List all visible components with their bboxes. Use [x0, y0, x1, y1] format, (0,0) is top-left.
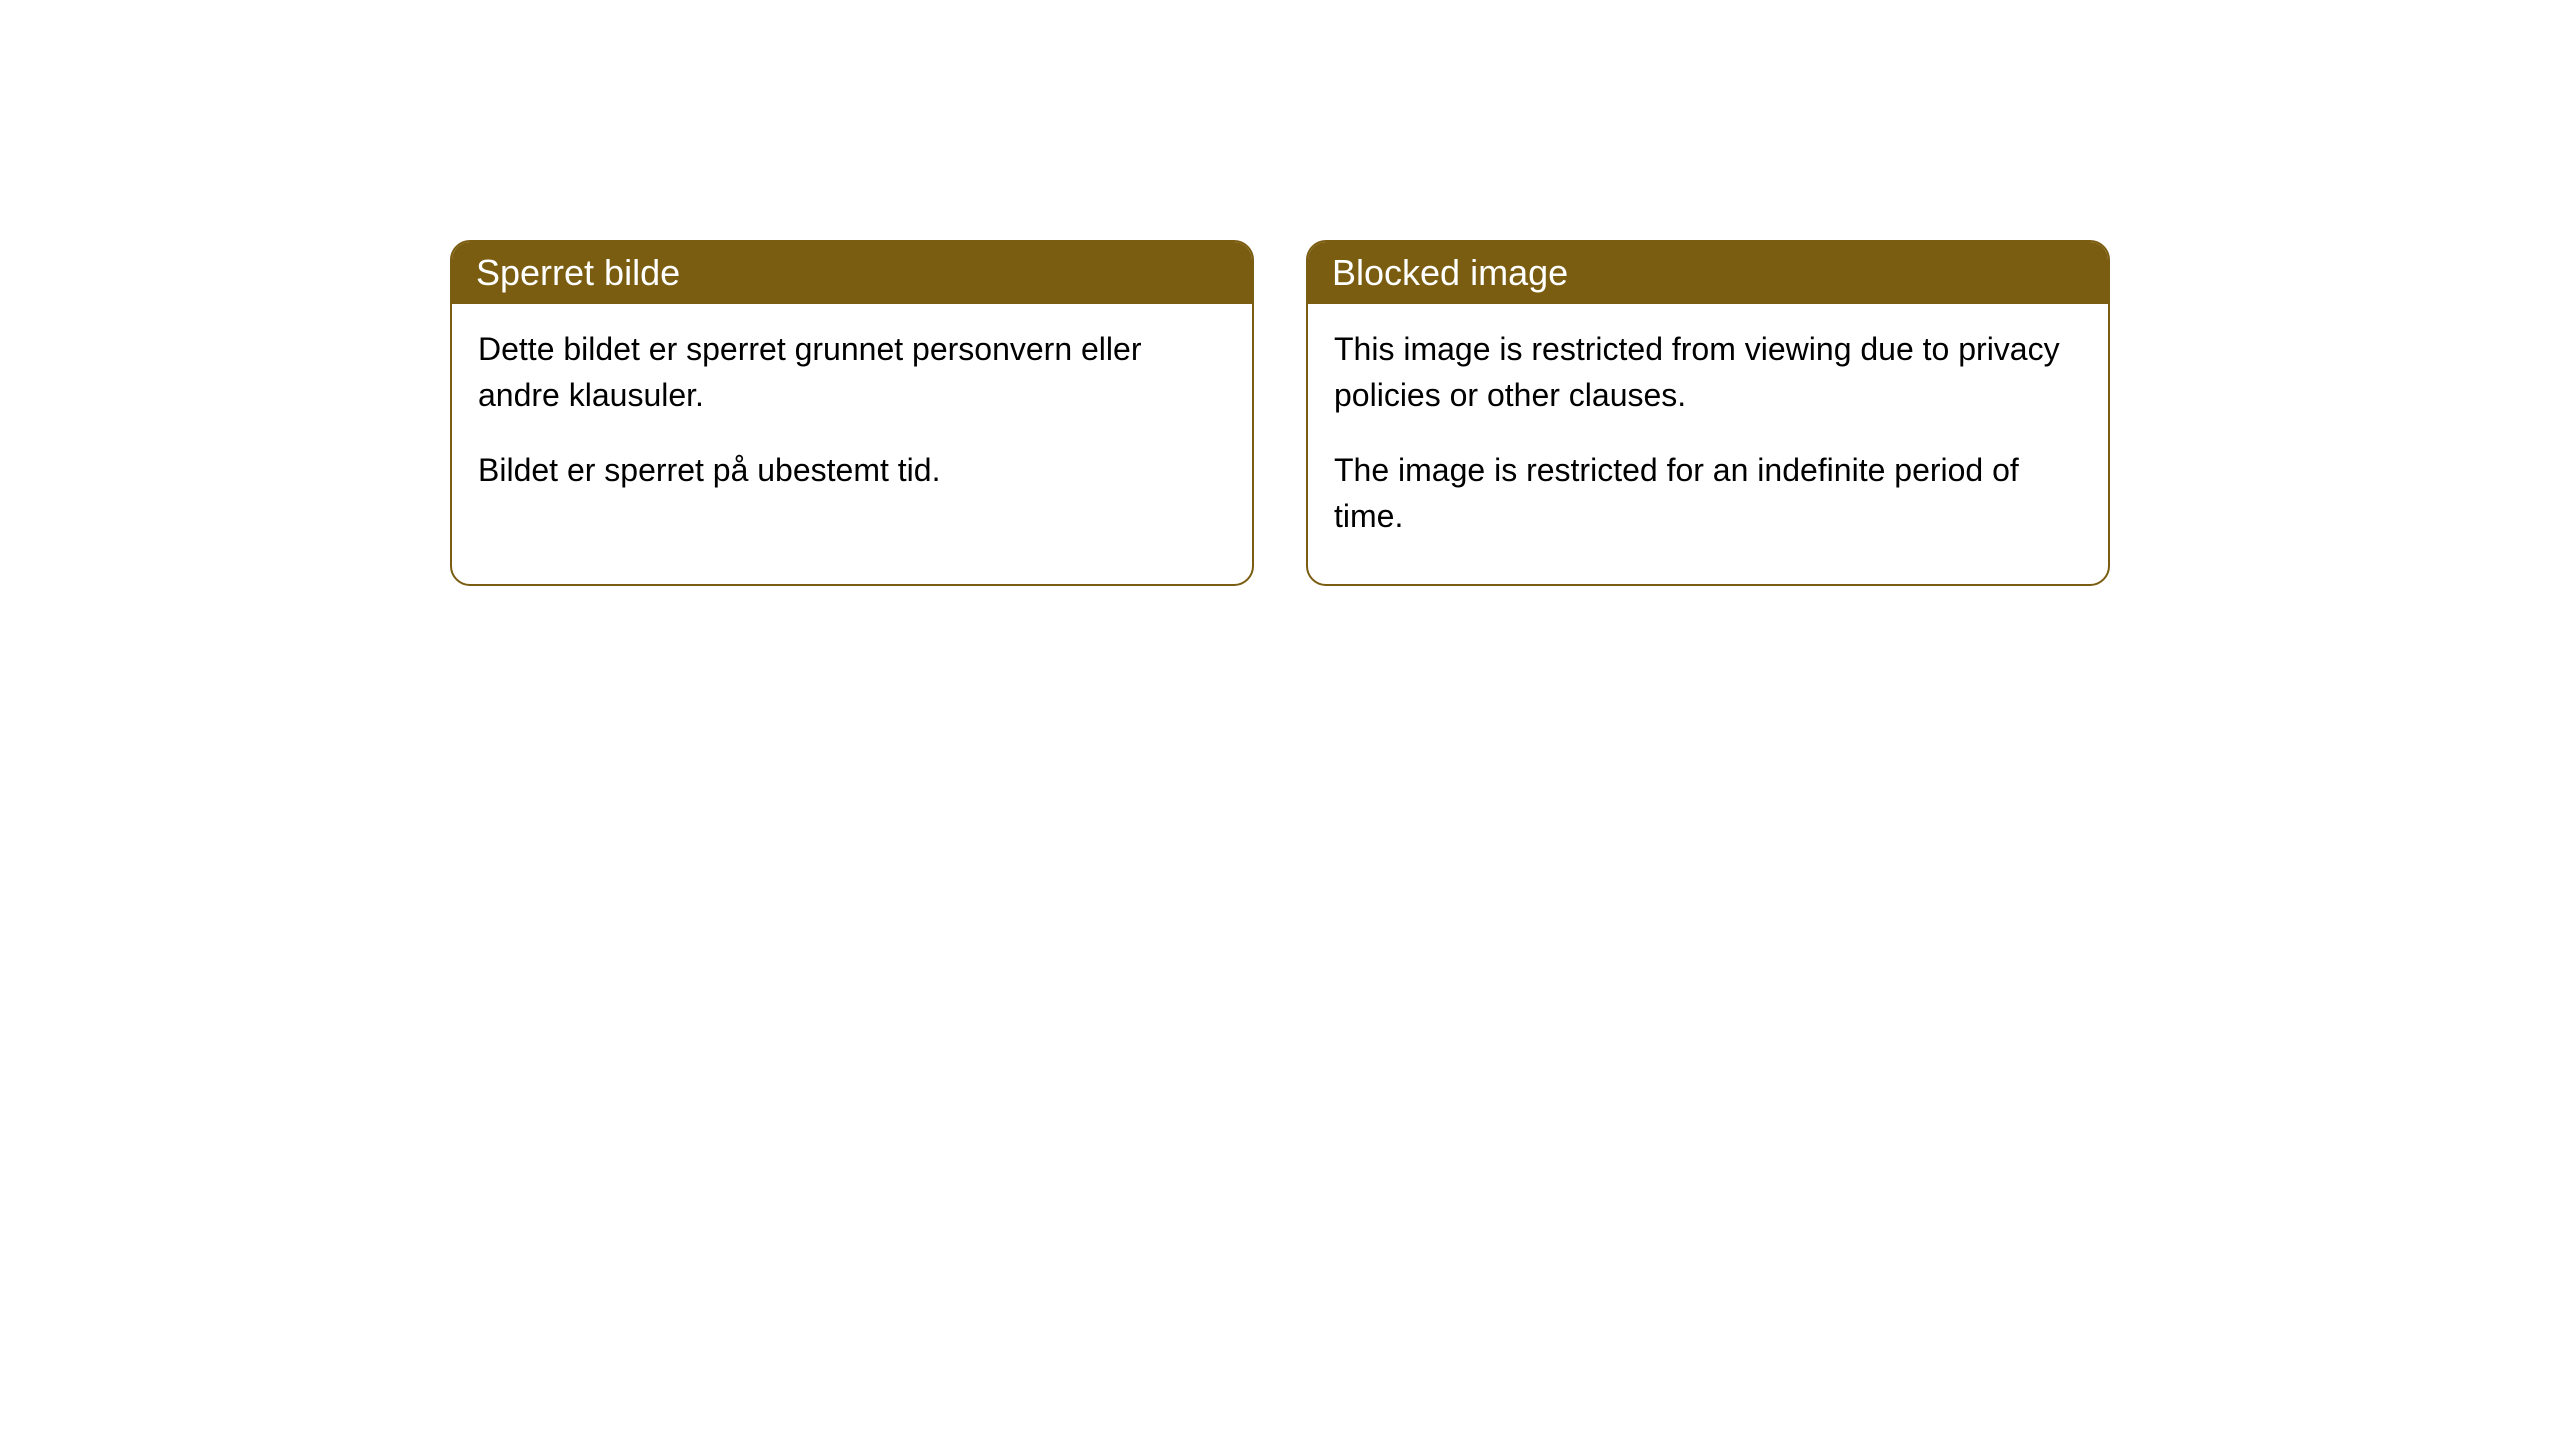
card-paragraph-2: Bildet er sperret på ubestemt tid. — [478, 447, 1226, 493]
card-paragraph-1: Dette bildet er sperret grunnet personve… — [478, 326, 1226, 419]
card-body-english: This image is restricted from viewing du… — [1308, 304, 2108, 584]
card-paragraph-2: The image is restricted for an indefinit… — [1334, 447, 2082, 540]
card-header-english: Blocked image — [1308, 242, 2108, 304]
card-english: Blocked image This image is restricted f… — [1306, 240, 2110, 586]
cards-container: Sperret bilde Dette bildet er sperret gr… — [450, 240, 2560, 586]
card-norwegian: Sperret bilde Dette bildet er sperret gr… — [450, 240, 1254, 586]
card-body-norwegian: Dette bildet er sperret grunnet personve… — [452, 304, 1252, 537]
card-header-norwegian: Sperret bilde — [452, 242, 1252, 304]
card-paragraph-1: This image is restricted from viewing du… — [1334, 326, 2082, 419]
